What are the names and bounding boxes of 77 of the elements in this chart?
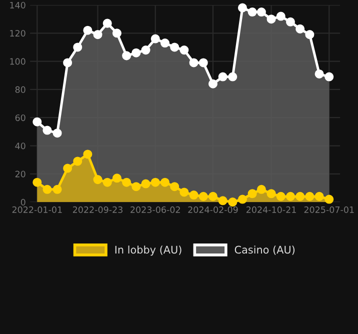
y-tick-label: 120 — [10, 30, 26, 37]
point — [266, 189, 276, 198]
legend-label: In lobby (AU) — [115, 246, 182, 256]
point — [266, 14, 276, 24]
point — [324, 72, 334, 82]
point — [314, 69, 324, 78]
y-tick-label: 20 — [15, 170, 26, 178]
point — [170, 42, 180, 52]
point — [276, 12, 286, 21]
point — [112, 174, 122, 183]
point — [324, 194, 334, 204]
point — [93, 175, 102, 184]
x-tick-label: 2024-10-21 — [246, 206, 296, 214]
point — [83, 150, 92, 159]
point — [42, 126, 52, 135]
point — [112, 28, 122, 38]
point — [189, 58, 198, 68]
y-tick-label: 60 — [15, 114, 26, 122]
point — [122, 51, 132, 60]
x-tick-label: 2023-06-02 — [130, 206, 180, 214]
point — [32, 117, 42, 126]
point — [132, 182, 141, 192]
point — [238, 194, 247, 204]
point — [122, 178, 132, 187]
point — [305, 30, 314, 40]
legend-label: Casino (AU) — [234, 246, 295, 255]
point — [208, 192, 218, 201]
y-tick-label: 140 — [10, 2, 26, 8]
point — [248, 8, 257, 17]
x-tick-label: 2022-09-23 — [72, 206, 122, 214]
point — [52, 128, 62, 138]
point — [32, 178, 42, 187]
point — [296, 192, 305, 201]
point — [198, 192, 208, 201]
x-tick-label: 2025-07-01 — [304, 206, 354, 214]
point — [42, 184, 52, 194]
point — [296, 24, 305, 34]
point — [93, 30, 102, 40]
point — [52, 184, 62, 194]
point — [102, 18, 112, 28]
point — [160, 38, 170, 48]
point — [132, 48, 141, 58]
point — [208, 79, 218, 88]
point — [218, 196, 228, 206]
point — [180, 46, 189, 55]
point — [286, 17, 295, 26]
point — [180, 188, 189, 197]
point — [189, 190, 198, 200]
point — [170, 182, 180, 192]
point — [248, 189, 257, 198]
y-tick-label: 40 — [15, 142, 26, 150]
point — [286, 192, 295, 201]
point — [63, 164, 72, 173]
point — [141, 179, 150, 188]
point — [150, 178, 160, 187]
point — [73, 42, 82, 52]
point — [238, 3, 247, 12]
point — [314, 192, 324, 201]
point — [150, 34, 160, 44]
point — [73, 156, 82, 166]
point — [141, 46, 150, 55]
point — [256, 8, 266, 17]
x-tick-label: 2024-02-09 — [188, 206, 238, 214]
x-tick-label: 2022-01-01 — [12, 206, 62, 214]
point — [83, 26, 92, 35]
y-tick-label: 0 — [20, 198, 26, 206]
point — [228, 72, 238, 82]
point — [218, 72, 228, 82]
y-tick-label: 100 — [10, 58, 26, 65]
point — [276, 192, 286, 201]
point — [305, 192, 314, 201]
point — [102, 178, 112, 187]
point — [160, 178, 170, 187]
point — [256, 184, 266, 194]
point — [198, 58, 208, 68]
y-tick-label: 80 — [15, 86, 26, 93]
point — [63, 58, 72, 68]
